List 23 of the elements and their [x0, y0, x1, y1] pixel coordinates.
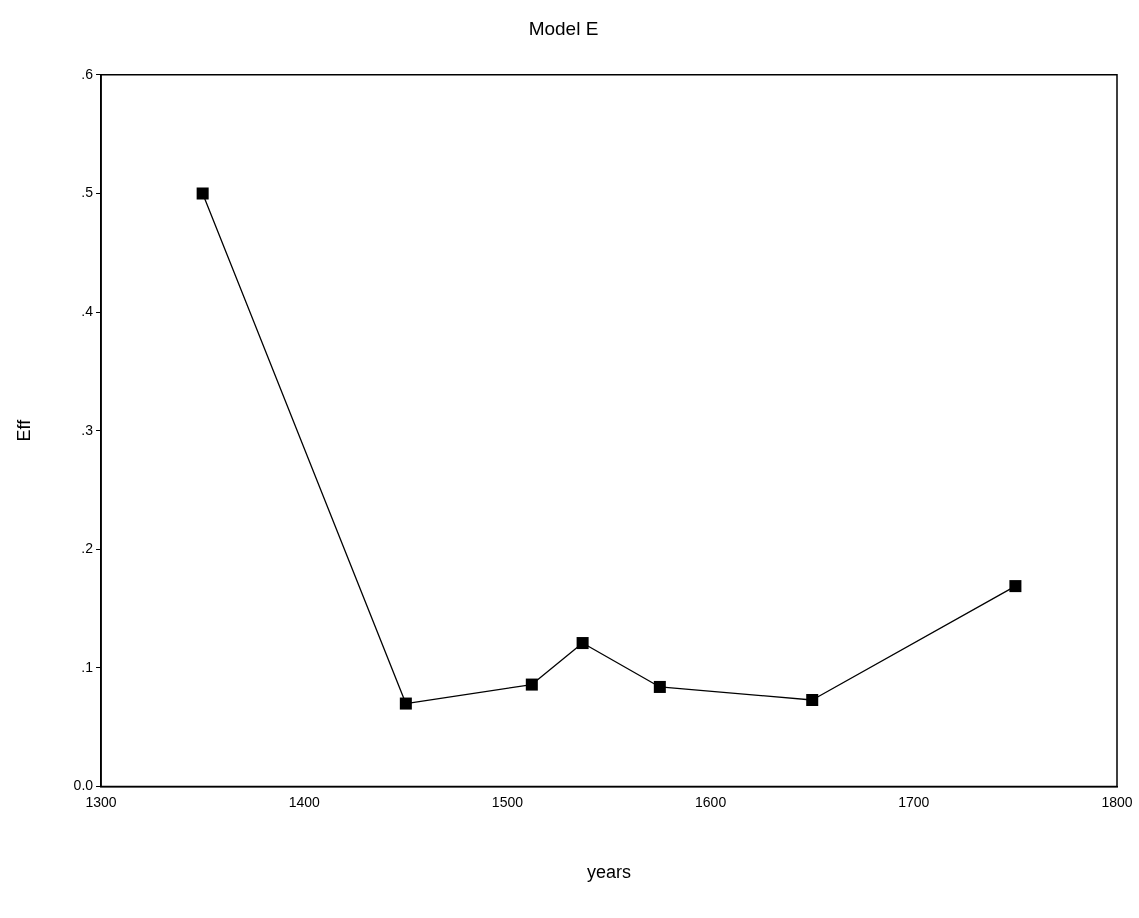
y-tick-label: .6: [81, 65, 94, 82]
y-tick-label: .3: [81, 421, 94, 438]
x-axis-title: years: [587, 862, 632, 883]
x-tick-label: 1300: [85, 793, 117, 810]
y-tick-label: .1: [81, 658, 94, 675]
x-tick-label: 1700: [898, 793, 930, 810]
y-tick-label: 0.0: [73, 777, 94, 794]
x-tick-label: 1500: [491, 793, 524, 810]
y-tick-label: .5: [81, 184, 94, 201]
point: [653, 680, 666, 693]
y-tick-label: .4: [81, 302, 94, 319]
point: [525, 678, 538, 691]
point: [576, 637, 589, 650]
y-axis-title: Eff: [13, 418, 34, 442]
point: [806, 693, 819, 707]
x-tick-label: 1600: [695, 793, 727, 810]
point: [399, 697, 412, 710]
point: [196, 187, 209, 200]
y-tick-label: .2: [81, 540, 94, 557]
x-tick-label: 1400: [288, 793, 321, 810]
point: [1009, 580, 1022, 593]
x-tick-label: 1800: [1101, 793, 1133, 810]
chart-title: Model E: [528, 17, 599, 39]
